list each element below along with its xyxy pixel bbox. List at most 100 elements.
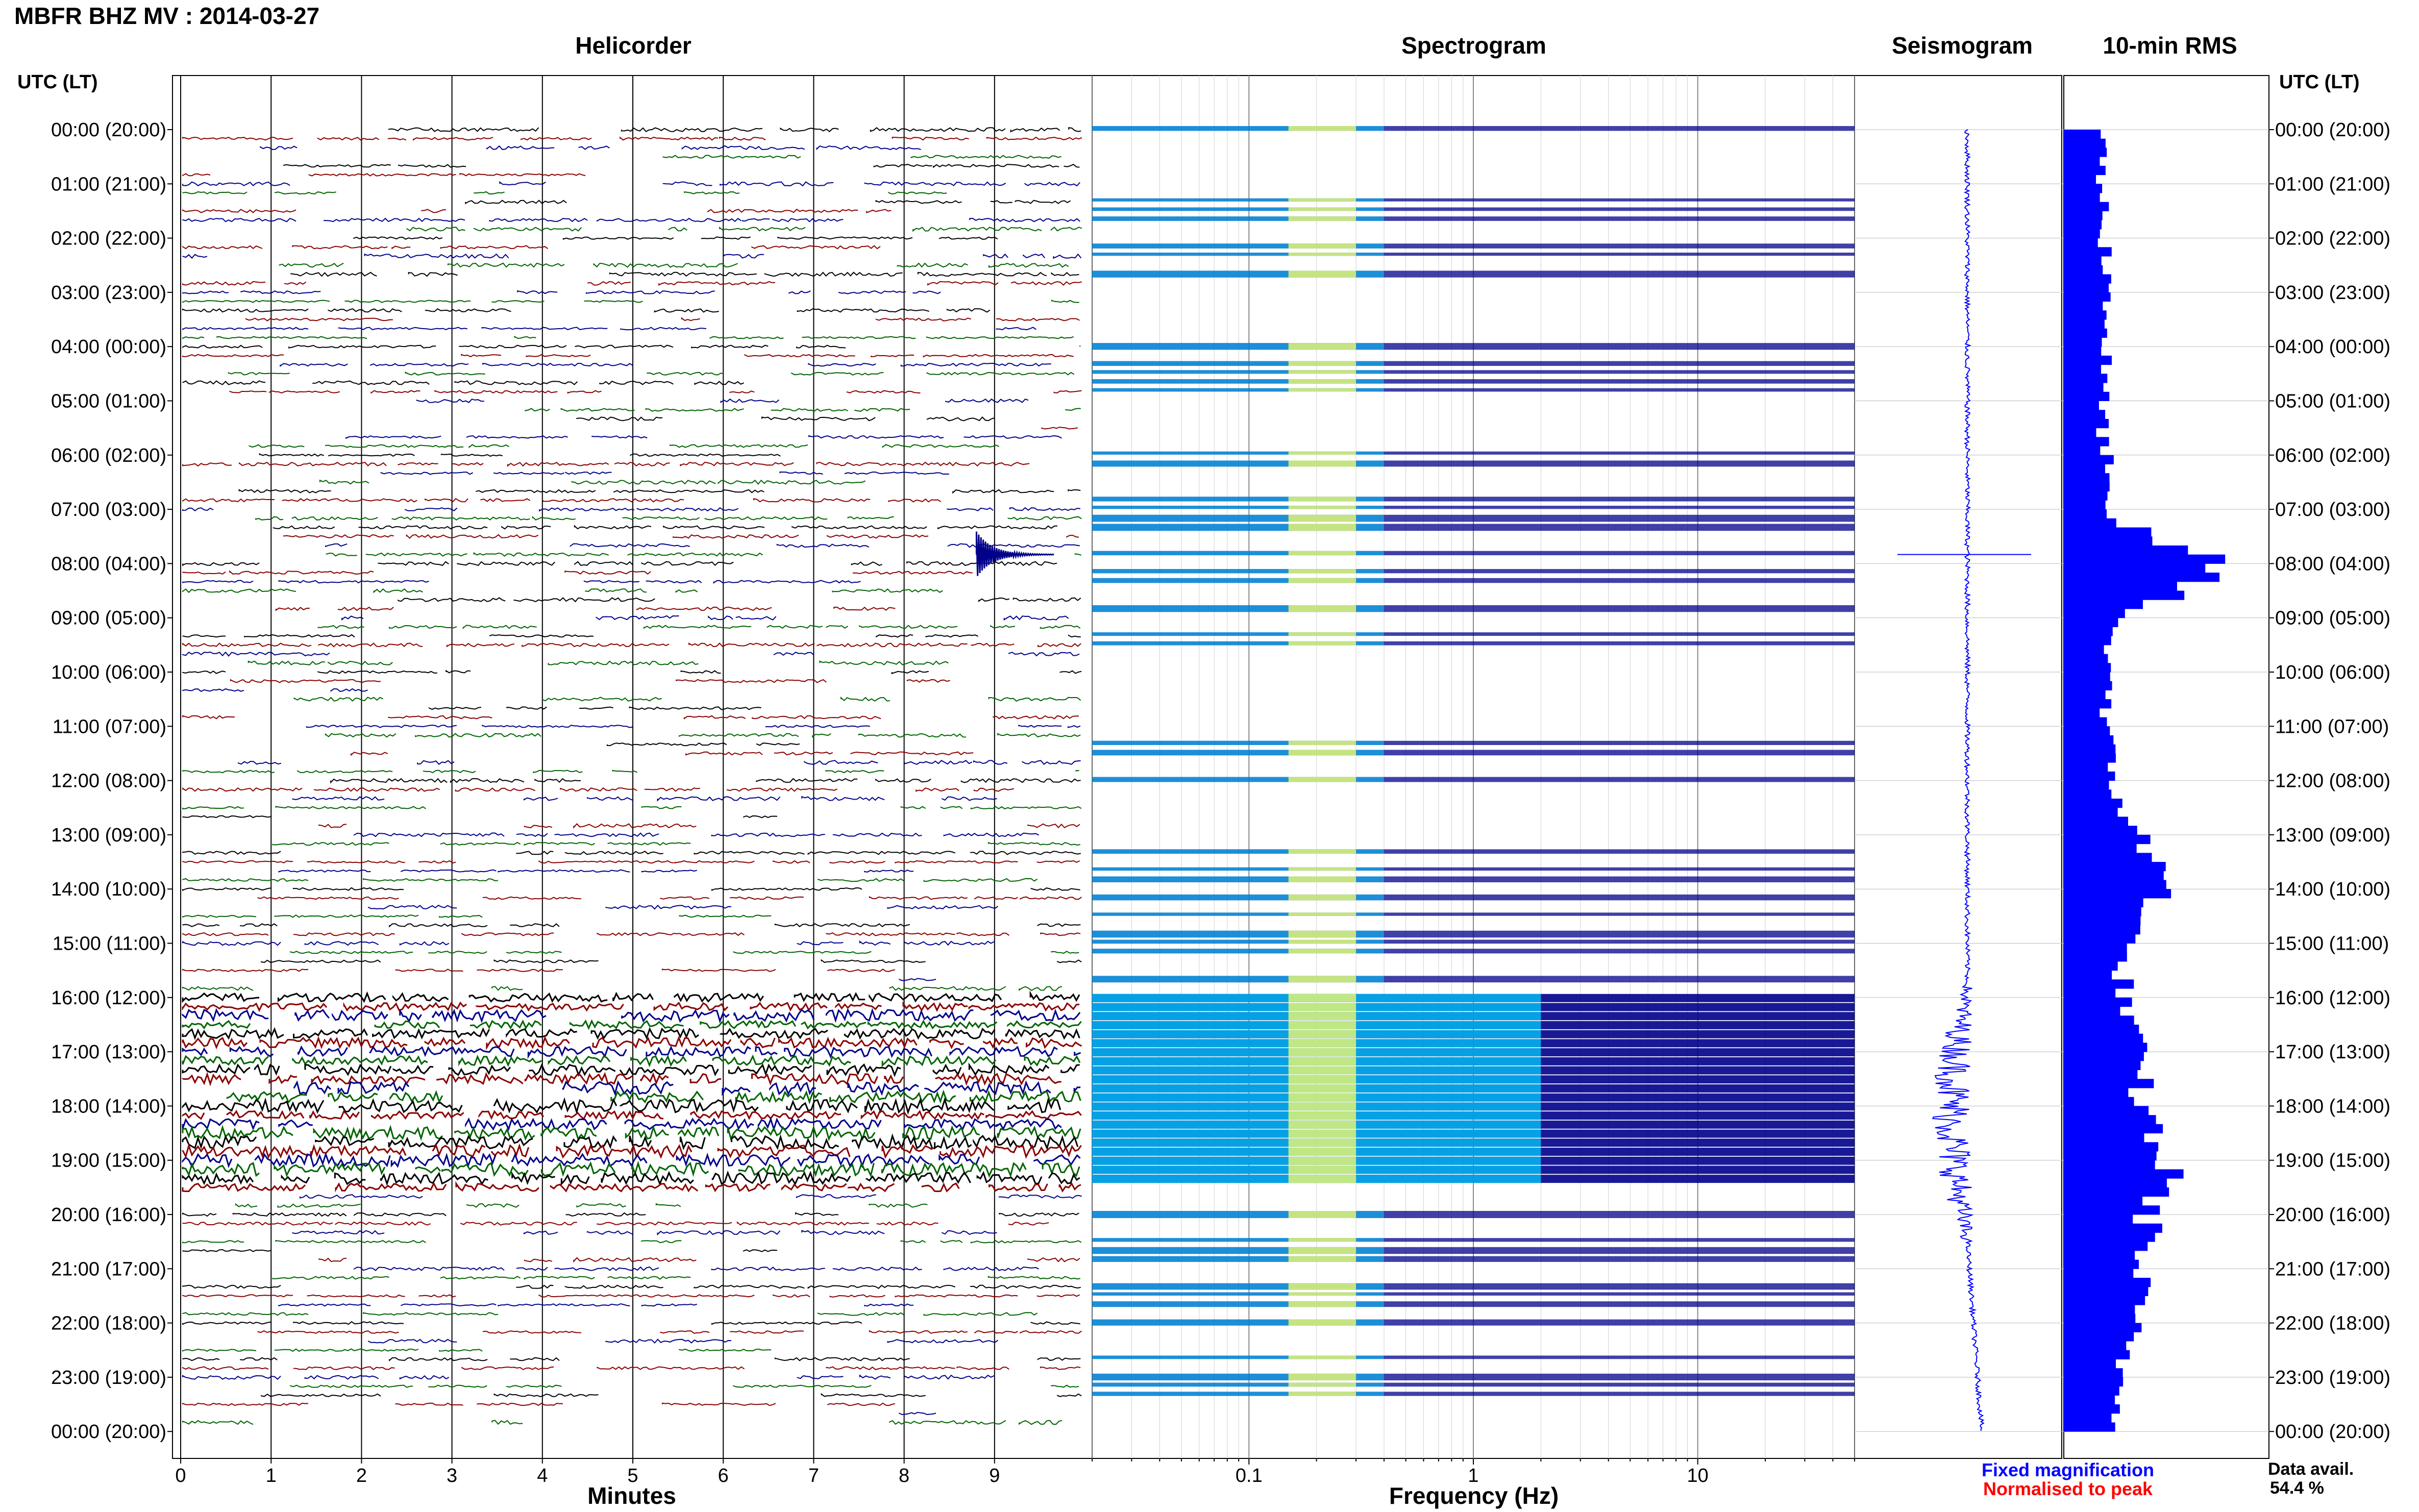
rms-bar: [2064, 690, 2106, 700]
minute-tick-label: 3: [447, 1465, 457, 1486]
rms-bar: [2064, 581, 2177, 591]
helicorder-trace-row: [388, 127, 1081, 133]
spectrogram-row: [1092, 740, 1855, 746]
spectrogram-row: [1092, 506, 1855, 509]
helicorder-trace-row: [182, 1294, 1080, 1298]
spectrogram-row: [1092, 750, 1855, 756]
rms-bar: [2064, 247, 2112, 257]
helicorder-trace-row: [367, 1339, 999, 1344]
rms-bar: [2064, 1024, 2139, 1034]
spectrogram-row-mid: [1092, 894, 1385, 901]
rms-bar: [2064, 654, 2108, 663]
minute-tick-label: 7: [808, 1465, 819, 1486]
rms-bar: [2064, 1286, 2149, 1296]
spectrogram-row-mid: [1092, 632, 1385, 636]
left-time-tick-label: 08:00 (04:00): [51, 553, 166, 575]
spectrogram-row-peak: [1288, 1166, 1356, 1174]
helicorder-trace-row: [406, 227, 1082, 232]
helicorder-trace-row: [292, 1230, 997, 1236]
helicorder-trace-row: [182, 815, 777, 819]
rms-bar: [2064, 573, 2220, 582]
spectrogram-row-peak: [1288, 451, 1356, 455]
rms-bar: [2064, 1296, 2145, 1305]
rms-bar: [2064, 816, 2128, 826]
rms-bar: [2064, 1087, 2129, 1098]
spectrogram-row-mid: [1092, 876, 1385, 882]
rms-bar: [2064, 1422, 2115, 1432]
spectrogram-row-peak: [1288, 1030, 1356, 1038]
helicorder-trace-row: [182, 1357, 1081, 1362]
right-time-tick-label: 01:00 (21:00): [2275, 173, 2390, 195]
rms-bar: [2064, 1214, 2133, 1224]
rms-bar: [2064, 862, 2166, 872]
helicorder-trace-row: [255, 516, 1082, 521]
spectrogram-row-peak: [1288, 1247, 1356, 1254]
helicorder-trace-row: [249, 444, 1000, 449]
spectrogram-row: [1092, 1382, 1855, 1387]
rms-bar: [2064, 826, 2137, 835]
spectrogram-row-peak: [1288, 939, 1356, 944]
spectrogram-row-mid: [1092, 216, 1385, 221]
spectrogram-row-peak: [1288, 361, 1356, 366]
rms-bar: [2064, 220, 2102, 230]
helicorder-trace-row: [182, 217, 1080, 222]
frequency-tick-label: 10: [1687, 1465, 1709, 1486]
helicorder-trace-row: [278, 1303, 914, 1307]
spectrogram-row-peak: [1288, 1021, 1356, 1029]
spectrogram-row-mid: [1092, 361, 1385, 366]
left-time-tick-label: 21:00 (17:00): [51, 1258, 166, 1280]
helicorder-trace-row: [182, 300, 1079, 303]
data-availability-label: Data avail.: [2268, 1459, 2354, 1479]
spectrogram-row-mid: [1092, 506, 1385, 509]
spectrogram-row-mid: [1092, 849, 1385, 854]
helicorder-trace-row: [182, 1321, 1080, 1325]
rms-bar: [2064, 229, 2100, 239]
right-time-tick-label: 18:00 (14:00): [2275, 1096, 2390, 1117]
spectrogram-row-mid: [1092, 777, 1385, 782]
rms-bar: [2064, 527, 2152, 537]
helicorder-trace-row: [226, 1089, 1081, 1105]
helicorder-trace-row: [182, 670, 1082, 675]
spectrogram-row-peak: [1288, 849, 1356, 854]
spectrogram-row: [1092, 126, 1855, 131]
rms-bar: [2064, 1359, 2116, 1369]
left-time-tick-label: 17:00 (13:00): [51, 1042, 166, 1063]
helicorder-trace-row: [319, 479, 866, 485]
rms-bar: [2064, 1377, 2124, 1387]
seismogram-frame: [1854, 75, 2062, 1459]
helicorder-trace-row: [367, 904, 999, 910]
helicorder-trace-row: [237, 760, 1081, 765]
spectrogram-row: [1092, 569, 1855, 574]
helicorder-trace-row: [182, 1312, 1038, 1316]
rms-bar: [2064, 518, 2116, 528]
data-availability-value: 54.4 %: [2270, 1478, 2324, 1498]
spectrogram-row: [1092, 1392, 1855, 1396]
helicorder-trace-row: [353, 236, 998, 240]
rms-bar: [2064, 645, 2104, 655]
frequency-tick-label: 0.1: [1236, 1465, 1263, 1486]
helicorder-trace-row: [182, 860, 1080, 864]
rms-bar: [2064, 536, 2153, 546]
spectrogram-row-peak: [1288, 270, 1356, 278]
right-time-tick-label: 20:00 (16:00): [2275, 1204, 2390, 1226]
rms-bar: [2064, 1341, 2127, 1351]
rms-bar: [2064, 1178, 2167, 1188]
spectrogram-row-mid: [1092, 451, 1385, 455]
spectrogram-row-mid: [1092, 1392, 1385, 1396]
helicorder-trace-row: [182, 1420, 1063, 1425]
rms-bar: [2064, 834, 2151, 845]
rms-bar: [2064, 274, 2111, 284]
spectrogram-row: [1092, 1292, 1855, 1296]
rms-bar: [2064, 753, 2116, 763]
spectrogram-row-peak: [1288, 632, 1356, 636]
helicorder-trace-row: [341, 615, 1069, 621]
rms-bar: [2064, 1386, 2119, 1396]
rms-bar: [2064, 1142, 2159, 1152]
helicorder-trace-row: [182, 990, 1080, 1003]
rms-bar: [2064, 310, 2107, 320]
helicorder-trace-row: [182, 878, 1038, 882]
spectrogram-row: [1092, 949, 1855, 954]
right-time-tick-label: 13:00 (09:00): [2275, 825, 2390, 846]
spectrogram-row-peak: [1288, 1102, 1356, 1111]
right-time-tick-label: 09:00 (05:00): [2275, 608, 2390, 629]
